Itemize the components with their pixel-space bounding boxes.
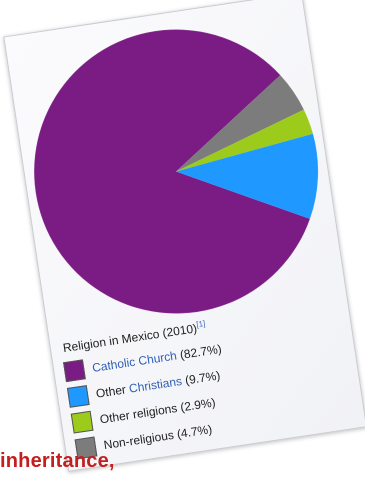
legend-suffix: (9.7%) — [180, 368, 222, 388]
chart-card: Religion in Mexico (2010)[1] Catholic Ch… — [3, 0, 365, 472]
pie-slice-non-religious — [176, 75, 304, 172]
legend-suffix: (82.7%) — [175, 341, 223, 363]
pie-chart — [33, 29, 319, 315]
legend-prefix: Other — [95, 381, 131, 401]
catholic-church-link[interactable]: Catholic Church — [91, 348, 178, 375]
legend-swatch-other-religions — [70, 410, 94, 434]
inheritance-text: inheritance, — [0, 450, 115, 472]
pie-slice-catholic-church — [34, 29, 310, 314]
legend-swatch-other-christians — [66, 385, 90, 408]
pie-slice-other-christians — [176, 133, 319, 219]
legend-swatch-catholic-church — [63, 359, 86, 383]
christians-link[interactable]: Christians — [128, 374, 183, 396]
pie-slice-other-religions — [176, 109, 314, 172]
reference-marker[interactable]: [1] — [195, 318, 206, 330]
pie-outline — [33, 29, 319, 315]
